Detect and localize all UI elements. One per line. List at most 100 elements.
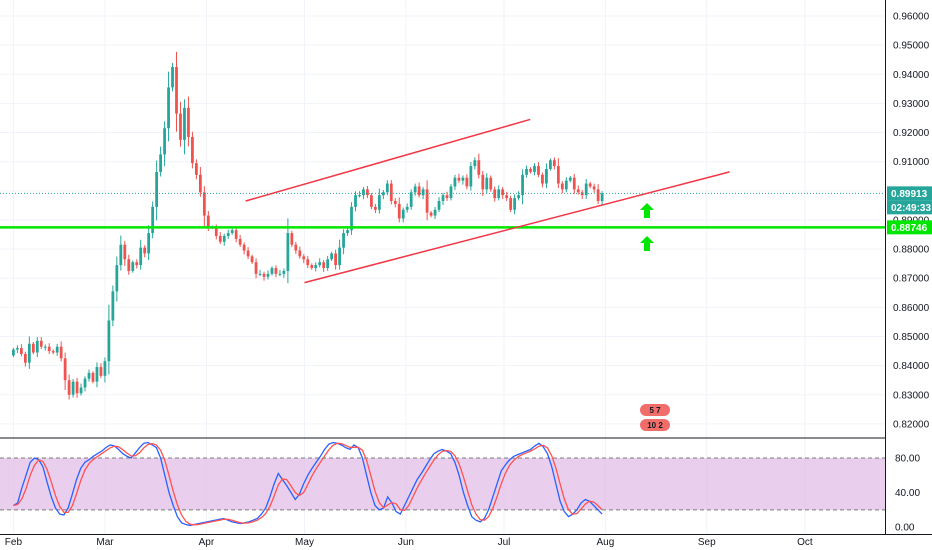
candle-body	[67, 380, 71, 395]
candle-body	[103, 361, 107, 376]
x-tick-label: Mar	[96, 537, 114, 548]
candle-body	[119, 244, 123, 266]
candle-body	[449, 186, 453, 199]
candle-body	[246, 250, 250, 257]
candle-body	[183, 107, 186, 140]
candle-body	[545, 168, 548, 184]
price-tags: 0.89913 02:49:33 0.88746	[887, 186, 932, 235]
candle-body	[330, 253, 334, 260]
up-arrow-icon	[640, 203, 654, 218]
candle-body	[537, 166, 540, 175]
event-badges: 5 7 10 2	[640, 404, 670, 431]
candle-body	[366, 189, 369, 196]
candle-body	[505, 195, 509, 199]
x-tick-label: Sep	[698, 537, 716, 548]
candle-body	[437, 201, 441, 210]
candle-body	[171, 67, 174, 88]
candle-body	[51, 351, 55, 353]
candle-body	[270, 268, 274, 274]
candle-body	[350, 206, 353, 231]
candle-body	[242, 244, 246, 251]
candle-body	[529, 168, 532, 172]
candle-body	[147, 233, 151, 254]
current-price-tag	[887, 186, 932, 201]
candle-body	[568, 177, 572, 181]
candle-body	[457, 177, 461, 181]
stoch-k-line	[13, 441, 603, 527]
candle-body	[254, 262, 258, 274]
y-tick-label: 0.94000	[893, 70, 930, 81]
candle-body	[370, 195, 373, 207]
candle-body	[409, 192, 413, 207]
candle-body	[226, 233, 230, 236]
candle-body	[513, 198, 516, 210]
y-tick-label: 0.87000	[893, 274, 930, 285]
candle-body	[541, 174, 544, 184]
candle-body	[465, 177, 469, 187]
x-tick-label: Aug	[596, 537, 614, 548]
candle-body	[318, 262, 322, 266]
candle-body	[373, 206, 377, 210]
y-tick-label: 0.84000	[893, 361, 930, 372]
event-badge-top	[640, 404, 670, 416]
level-price-value: 0.88746	[891, 223, 928, 234]
y-tick-label: 0.85000	[893, 332, 930, 343]
candle-body	[362, 189, 365, 196]
candle-body	[397, 203, 401, 219]
candle-body	[417, 186, 421, 196]
candle-body	[489, 177, 493, 190]
candle-body	[302, 256, 306, 260]
candle-body	[87, 372, 91, 379]
candle-body	[159, 154, 162, 172]
candle-body	[214, 227, 218, 236]
candle-body	[151, 206, 155, 234]
candle-body	[127, 259, 131, 271]
candle-body	[461, 177, 465, 181]
candle-body	[222, 235, 226, 242]
candle-body	[16, 348, 19, 350]
candle-body	[71, 381, 75, 395]
candle-body	[469, 166, 473, 187]
y-tick-label: 0.93000	[893, 99, 930, 110]
candle-body	[35, 340, 39, 353]
candle-body	[107, 320, 111, 362]
candle-body	[175, 67, 178, 114]
candle-body	[115, 265, 119, 292]
candle-body	[576, 189, 580, 193]
candle-body	[596, 189, 600, 202]
candle-body	[27, 343, 31, 363]
candle-body	[278, 273, 282, 275]
candles	[12, 51, 604, 400]
candle-body	[334, 253, 338, 266]
candle-body	[39, 340, 43, 347]
y-tick-label: 0.83000	[893, 390, 930, 401]
channel-upper-line	[245, 118, 531, 202]
y-tick-label: 0.95000	[893, 41, 930, 52]
candle-body	[405, 206, 409, 210]
candle-body	[31, 343, 35, 353]
candle-body	[549, 160, 552, 169]
candle-body	[425, 189, 429, 213]
candle-body	[95, 367, 99, 382]
candle-body	[521, 174, 524, 196]
candle-body	[358, 195, 361, 197]
current-price-value: 0.89913	[891, 189, 928, 200]
candle-body	[346, 230, 349, 234]
x-tick-label: Jul	[498, 537, 511, 548]
candle-body	[501, 189, 505, 196]
y-tick-label: 0.88000	[893, 245, 930, 256]
candle-body	[286, 233, 290, 271]
candle-body	[163, 128, 166, 155]
candle-body	[19, 348, 23, 354]
candle-body	[234, 230, 238, 239]
candle-body	[139, 247, 143, 266]
candle-body	[354, 195, 357, 207]
candle-body	[525, 168, 528, 175]
candle-body	[91, 372, 95, 382]
y-tick-label: 0.91000	[893, 157, 930, 168]
candle-body	[63, 358, 67, 381]
candle-body	[381, 192, 385, 196]
candle-body	[167, 87, 170, 129]
candle-body	[202, 192, 206, 216]
candle-body	[55, 346, 59, 353]
